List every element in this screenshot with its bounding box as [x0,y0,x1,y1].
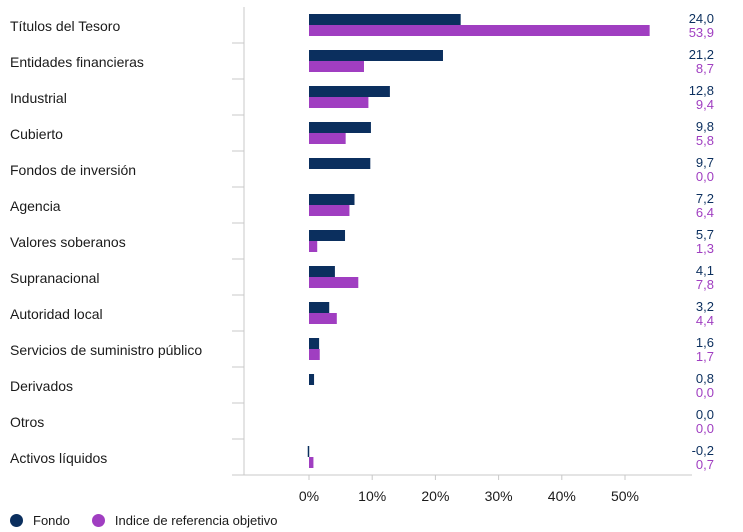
bar-benchmark [309,313,337,324]
x-tick-label: 20% [421,488,449,504]
bars [307,14,650,468]
value-label-benchmark: 0,0 [696,385,714,400]
value-labels: 24,053,921,28,712,89,49,85,89,70,07,26,4… [689,11,714,472]
bar-fondo [309,122,371,133]
chart: Títulos del Tesoro Entidades financieras I… [10,7,714,504]
category-label: Derivados [10,378,73,394]
value-label-benchmark: 4,4 [696,313,714,328]
x-tick-label: 0% [299,488,319,504]
bar-benchmark [309,349,320,360]
value-label-fondo: 0,8 [696,371,714,386]
value-label-benchmark: 7,8 [696,277,714,292]
legend-item-fondo: Fondo [10,513,70,528]
bar-benchmark [309,457,314,468]
value-label-benchmark: 0,7 [696,457,714,472]
legend: Fondo Indice de referencia objetivo [10,510,299,530]
category-label: Servicios de suministro público [10,342,202,358]
category-label: Fondos de inversión [10,162,136,178]
category-label: Supranacional [10,270,100,286]
value-label-benchmark: 6,4 [696,205,714,220]
value-label-fondo: 7,2 [696,191,714,206]
x-tick-label: 10% [358,488,386,504]
bar-benchmark [309,277,359,288]
bar-benchmark [309,205,350,216]
category-label: Otros [10,414,44,430]
legend-dot-fondo [10,513,23,527]
legend-item-benchmark: Indice de referencia objetivo [91,512,278,528]
value-label-benchmark: 5,8 [696,133,714,148]
bar-fondo [309,338,320,349]
value-label-fondo: 3,2 [696,299,714,314]
value-label-fondo: 12,8 [689,83,714,98]
legend-label-fondo: Fondo [33,512,70,528]
value-label-benchmark: 1,7 [696,349,714,364]
category-label: Cubierto [10,126,63,142]
x-tick-labels: 0% 10% 20% 30% 40% 50% [299,488,639,504]
legend-label-benchmark: Indice de referencia objetivo [114,512,278,528]
value-label-fondo: 5,7 [696,227,714,242]
x-tick-label: 50% [611,488,639,504]
value-label-benchmark: 8,7 [696,61,714,76]
category-label: Valores soberanos [10,234,126,250]
value-label-fondo: 24,0 [689,11,714,26]
category-label: Títulos del Tesoro [10,18,120,34]
x-tick-label: 30% [485,488,513,504]
bar-benchmark [309,97,369,108]
value-label-benchmark: 9,4 [696,97,714,112]
x-tick-label: 40% [548,488,576,504]
category-label: Entidades financieras [10,54,144,70]
value-label-fondo: 0,0 [696,407,714,422]
bar-benchmark [309,241,318,252]
bar-benchmark [309,61,364,72]
value-label-benchmark: 0,0 [696,421,714,436]
value-label-benchmark: 1,3 [696,241,714,256]
bar-fondo [309,86,390,97]
value-label-fondo: 9,8 [696,119,714,134]
bar-fondo [307,446,310,457]
value-label-fondo: 9,7 [696,155,714,170]
bar-fondo [309,194,355,205]
bar-fondo [309,302,330,313]
value-label-fondo: 4,1 [696,263,714,278]
legend-dot-benchmark [91,513,105,527]
bar-benchmark [309,25,650,36]
bar-fondo [309,266,335,277]
value-label-benchmark: 53,9 [689,25,714,40]
value-label-fondo: 1,6 [696,335,714,350]
category-labels: Títulos del Tesoro Entidades financieras I… [10,18,202,466]
value-label-fondo: 21,2 [689,47,714,62]
axis-layer [232,7,692,480]
value-label-benchmark: 0,0 [696,169,714,184]
bar-fondo [309,14,461,25]
bar-fondo [309,374,315,385]
category-label: Activos líquidos [10,450,107,466]
bar-fondo [309,158,371,169]
bar-fondo [309,230,346,241]
bar-fondo [309,50,443,61]
category-label: Agencia [10,198,61,214]
category-label: Industrial [10,90,67,106]
category-label: Autoridad local [10,306,103,322]
bar-benchmark [309,133,346,144]
value-label-fondo: -0,2 [692,443,714,458]
